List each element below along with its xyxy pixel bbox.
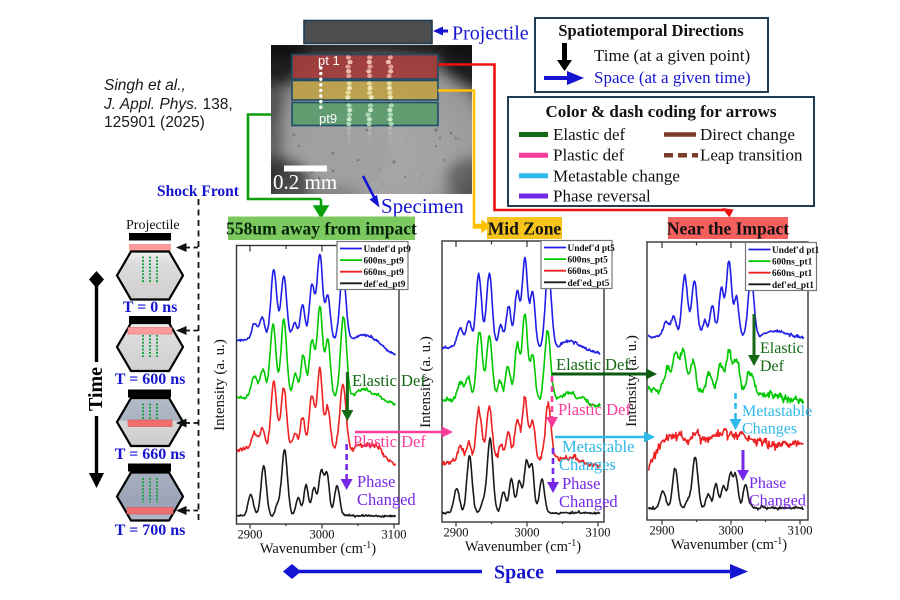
- svg-text:Phase: Phase: [749, 475, 786, 492]
- svg-text:600ns_pt5: 600ns_pt5: [568, 256, 609, 266]
- svg-text:3100: 3100: [586, 526, 611, 540]
- svg-text:660ns_pt9: 660ns_pt9: [364, 268, 405, 278]
- svg-text:Leap transition: Leap transition: [700, 146, 803, 165]
- svg-text:T = 0 ns: T = 0 ns: [123, 299, 178, 316]
- svg-text:Elastic Def: Elastic Def: [352, 371, 426, 390]
- svg-text:Plastic def: Plastic def: [553, 146, 625, 165]
- svg-text:Singh et al.,: Singh et al.,: [104, 77, 186, 94]
- svg-text:Plastic Def: Plastic Def: [558, 400, 631, 419]
- svg-text:T = 600 ns: T = 600 ns: [115, 371, 186, 388]
- svg-text:Intensity (a. u.): Intensity (a. u.): [212, 339, 228, 431]
- svg-text:2900: 2900: [444, 526, 469, 540]
- svg-text:Specimen: Specimen: [381, 194, 464, 218]
- svg-text:Changed: Changed: [749, 493, 806, 510]
- svg-text:2900: 2900: [650, 524, 675, 538]
- svg-text:Changes: Changes: [742, 421, 797, 438]
- svg-text:600ns_pt9: 600ns_pt9: [364, 257, 405, 267]
- svg-text:Projectile: Projectile: [452, 23, 529, 45]
- svg-text:Phase: Phase: [357, 472, 396, 491]
- svg-text:Undef'd pt5: Undef'd pt5: [568, 244, 616, 254]
- svg-text:3000: 3000: [719, 524, 744, 538]
- svg-text:2900: 2900: [238, 528, 263, 542]
- svg-text:pt9: pt9: [319, 111, 337, 126]
- svg-text:Space: Space: [494, 562, 544, 584]
- svg-text:3000: 3000: [515, 526, 540, 540]
- svg-text:0.2 mm: 0.2 mm: [273, 170, 337, 194]
- svg-text:Phase reversal: Phase reversal: [553, 187, 651, 206]
- svg-text:Wavenumber (cm-1): Wavenumber (cm-1): [671, 536, 787, 554]
- svg-text:Metastable change: Metastable change: [553, 166, 680, 185]
- svg-text:Elastic: Elastic: [760, 340, 804, 357]
- svg-text:Elastic def: Elastic def: [553, 125, 626, 144]
- svg-text:pt 1: pt 1: [318, 53, 340, 68]
- svg-text:660ns_pt5: 660ns_pt5: [568, 267, 609, 277]
- svg-text:Changes: Changes: [559, 455, 616, 474]
- svg-text:600ns_pt1: 600ns_pt1: [772, 258, 813, 268]
- svg-text:Spatiotemporal Directions: Spatiotemporal Directions: [558, 21, 744, 40]
- svg-text:Color & dash coding for arrows: Color & dash coding for arrows: [546, 102, 777, 121]
- svg-text:Space (at a given time): Space (at a given time): [594, 68, 751, 87]
- svg-text:Phase: Phase: [562, 474, 601, 493]
- svg-text:558um away from impact: 558um away from impact: [226, 219, 417, 239]
- svg-text:125901 (2025): 125901 (2025): [104, 114, 205, 131]
- svg-text:Shock Front: Shock Front: [157, 183, 240, 200]
- svg-text:3100: 3100: [788, 524, 813, 538]
- svg-text:Undef'd pt1: Undef'd pt1: [772, 246, 820, 256]
- svg-text:Time (at a given point): Time (at a given point): [594, 46, 750, 65]
- svg-text:Undef'd pt9: Undef'd pt9: [364, 245, 412, 255]
- svg-text:Wavenumber (cm-1): Wavenumber (cm-1): [260, 540, 376, 558]
- svg-text:Metastable: Metastable: [742, 403, 812, 420]
- svg-text:Def: Def: [760, 358, 785, 375]
- svg-text:Mid Zone: Mid Zone: [488, 219, 562, 239]
- svg-text:Projectile: Projectile: [126, 218, 180, 233]
- svg-text:Time: Time: [85, 367, 107, 411]
- svg-text:Intensity (a. u.): Intensity (a. u.): [624, 335, 640, 427]
- svg-text:T = 660 ns: T = 660 ns: [115, 446, 186, 463]
- svg-text:Wavenumber (cm-1): Wavenumber (cm-1): [465, 538, 581, 556]
- svg-text:def'ed_pt5: def'ed_pt5: [568, 279, 610, 289]
- svg-text:Near the Impact: Near the Impact: [667, 219, 789, 239]
- svg-text:J. Appl. Phys. 138,: J. Appl. Phys. 138,: [103, 96, 233, 113]
- svg-text:Changed: Changed: [357, 490, 416, 509]
- svg-text:Intensity (a. u.): Intensity (a. u.): [418, 336, 434, 428]
- svg-text:3000: 3000: [310, 528, 335, 542]
- svg-text:Changed: Changed: [559, 492, 618, 511]
- svg-text:Plastic Def: Plastic Def: [353, 432, 426, 451]
- svg-text:Elastic Def.: Elastic Def.: [556, 355, 634, 374]
- svg-text:660ns_pt1: 660ns_pt1: [772, 269, 813, 279]
- svg-text:Metastable: Metastable: [562, 437, 634, 456]
- svg-text:T = 700 ns: T = 700 ns: [115, 522, 186, 539]
- svg-text:def'ed_pt9: def'ed_pt9: [364, 280, 406, 290]
- svg-text:3100: 3100: [382, 528, 407, 542]
- svg-text:def'ed_pt1: def'ed_pt1: [772, 281, 814, 291]
- svg-text:Direct change: Direct change: [700, 125, 795, 144]
